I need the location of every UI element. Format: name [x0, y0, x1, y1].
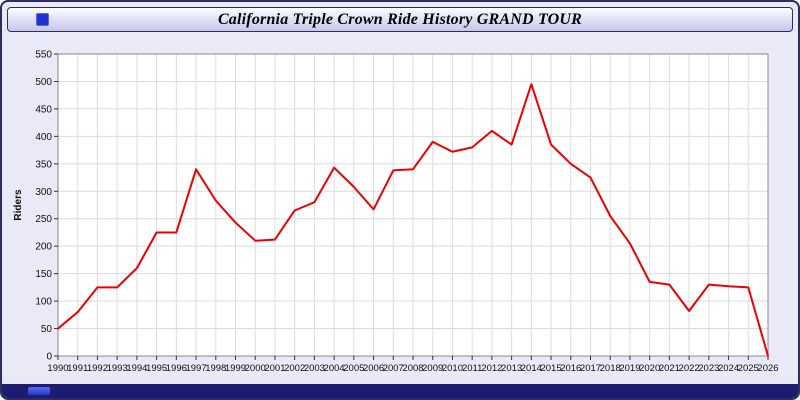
svg-text:1991: 1991 — [67, 363, 88, 374]
footer-button[interactable] — [28, 387, 50, 395]
svg-text:2013: 2013 — [501, 363, 522, 374]
title-bar: California Triple Crown Ride History GRA… — [7, 7, 793, 32]
svg-text:300: 300 — [35, 187, 52, 198]
svg-text:2010: 2010 — [442, 363, 463, 374]
svg-text:1993: 1993 — [107, 363, 128, 374]
svg-text:2008: 2008 — [402, 363, 423, 374]
svg-text:2009: 2009 — [422, 363, 443, 374]
svg-text:550: 550 — [35, 50, 52, 61]
svg-text:2020: 2020 — [639, 363, 660, 374]
svg-text:2006: 2006 — [363, 363, 384, 374]
svg-text:2018: 2018 — [600, 363, 621, 374]
svg-text:2015: 2015 — [540, 363, 561, 374]
svg-text:2019: 2019 — [619, 363, 640, 374]
svg-text:2005: 2005 — [343, 363, 364, 374]
svg-text:2025: 2025 — [738, 363, 759, 374]
svg-text:0: 0 — [46, 352, 52, 363]
svg-text:1999: 1999 — [225, 363, 246, 374]
svg-text:1998: 1998 — [205, 363, 226, 374]
svg-text:2014: 2014 — [521, 363, 542, 374]
svg-text:200: 200 — [35, 242, 52, 253]
svg-text:2012: 2012 — [481, 363, 502, 374]
svg-text:1996: 1996 — [166, 363, 187, 374]
svg-text:100: 100 — [35, 297, 52, 308]
svg-text:2001: 2001 — [264, 363, 285, 374]
svg-text:2026: 2026 — [757, 363, 778, 374]
svg-text:2016: 2016 — [560, 363, 581, 374]
chart-panel: 0 50 100 150 200 250 300 350 400 450 500 550 1990 199… — [10, 42, 790, 382]
svg-text:2003: 2003 — [304, 363, 325, 374]
svg-text:2021: 2021 — [659, 363, 680, 374]
svg-text:2000: 2000 — [245, 363, 266, 374]
svg-text:2004: 2004 — [324, 363, 345, 374]
svg-text:2024: 2024 — [718, 363, 739, 374]
svg-text:2023: 2023 — [698, 363, 719, 374]
svg-text:2002: 2002 — [284, 363, 305, 374]
svg-text:400: 400 — [35, 132, 52, 143]
svg-text:1990: 1990 — [47, 363, 68, 374]
svg-text:500: 500 — [35, 77, 52, 88]
page-title: California Triple Crown Ride History GRA… — [217, 10, 583, 28]
svg-text:2017: 2017 — [580, 363, 601, 374]
svg-text:1997: 1997 — [185, 363, 206, 374]
svg-text:Riders: Riders — [13, 189, 24, 221]
window-icon — [36, 13, 49, 26]
svg-text:150: 150 — [35, 269, 52, 280]
footer-bar — [2, 384, 798, 398]
svg-text:2011: 2011 — [462, 363, 482, 374]
svg-text:1994: 1994 — [126, 363, 147, 374]
svg-text:2022: 2022 — [679, 363, 700, 374]
svg-text:350: 350 — [35, 159, 52, 170]
svg-text:1992: 1992 — [87, 363, 108, 374]
svg-text:50: 50 — [41, 324, 53, 335]
svg-text:450: 450 — [35, 104, 52, 115]
riders-line-chart: 0501001502002503003504004505005501990199… — [13, 50, 779, 375]
svg-text:2007: 2007 — [383, 363, 404, 374]
svg-text:250: 250 — [35, 214, 52, 225]
svg-text:1995: 1995 — [146, 363, 167, 374]
